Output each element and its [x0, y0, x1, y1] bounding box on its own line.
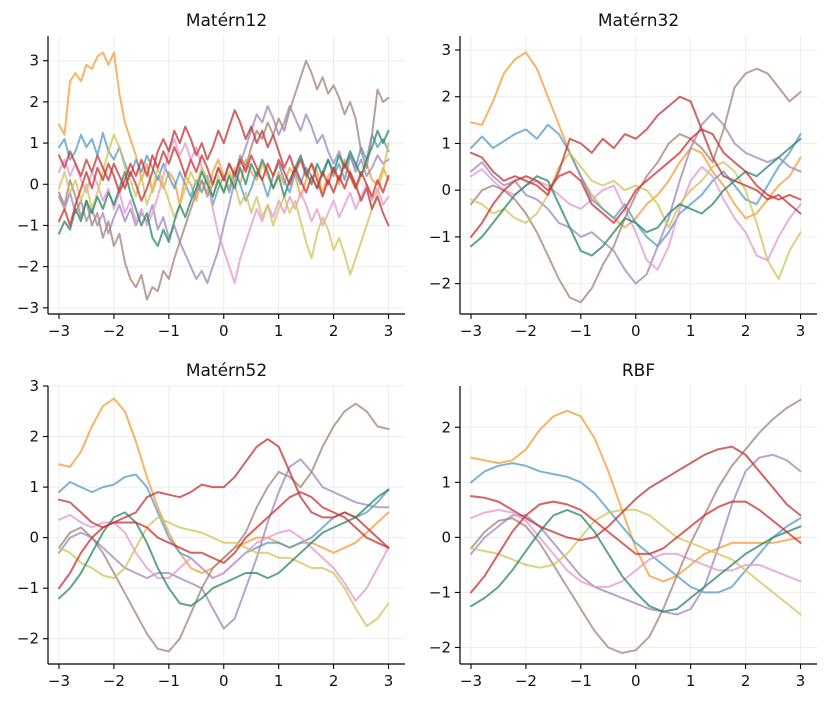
x-tick-label: 1: [686, 672, 696, 690]
y-tick-label: −1: [429, 228, 451, 246]
x-tick-label: 0: [631, 672, 641, 690]
series-line-7: [470, 445, 802, 542]
x-tick-label: 2: [741, 322, 751, 340]
x-tick-label: −3: [48, 672, 70, 690]
series-group: [470, 51, 802, 304]
series-line-4: [470, 398, 802, 654]
series-line-6: [58, 488, 390, 607]
x-tick-label: −2: [103, 322, 125, 340]
x-tick-label: −2: [515, 322, 537, 340]
x-tick-label: 0: [219, 672, 229, 690]
series-line-8: [58, 491, 390, 590]
series-line-3: [470, 508, 802, 588]
chart-title: Matérn52: [186, 361, 267, 381]
x-tick-label: 1: [274, 672, 284, 690]
x-tick-label: 3: [384, 322, 394, 340]
y-tick-label: 2: [441, 418, 451, 436]
y-tick-label: 0: [29, 529, 39, 547]
x-tick-label: 1: [274, 322, 284, 340]
panel-3: −3 −2 −1 0 1 2 3 −2 −1 0 1 2 RBF: [429, 361, 817, 690]
series-line-5: [58, 516, 390, 628]
y-tick-label: 2: [29, 428, 39, 446]
y-tick-label: 3: [441, 41, 451, 59]
x-tick-label: −3: [460, 322, 482, 340]
x-tick-label: −1: [158, 672, 180, 690]
panel-0: −3 −2 −1 0 1 2 3 −3 −2 −1 0 1 2 3 Matérn12: [17, 11, 405, 340]
series-line-6: [58, 129, 390, 247]
series-group: [58, 51, 390, 301]
series-line-4: [58, 402, 390, 653]
series-line-7: [470, 95, 802, 215]
gridlines: [48, 385, 405, 664]
chart-title: Matérn32: [598, 11, 679, 31]
series-line-1: [58, 131, 390, 206]
y-tick-label: 2: [441, 88, 451, 106]
chart-title: Matérn12: [186, 11, 267, 31]
x-tick-label: 0: [219, 322, 229, 340]
series-line-2: [58, 458, 390, 630]
x-tick-label: 3: [796, 322, 806, 340]
series-line-2: [470, 112, 802, 285]
x-tick-label: −1: [570, 672, 592, 690]
series-line-7: [58, 109, 390, 227]
series-line-8: [58, 146, 390, 227]
y-tick-label: 3: [29, 52, 39, 70]
x-tick-label: 2: [329, 322, 339, 340]
y-tick-label: 1: [29, 478, 39, 496]
y-tick-label: −1: [17, 216, 39, 234]
y-tick-label: 2: [29, 93, 39, 111]
series-line-5: [470, 508, 802, 616]
y-tick-label: 1: [441, 134, 451, 152]
series-line-6: [470, 508, 802, 613]
chart-title: RBF: [622, 361, 655, 381]
y-tick-label: −2: [429, 638, 451, 656]
y-tick-label: −1: [17, 579, 39, 597]
series-group: [58, 397, 390, 653]
x-tick-label: 0: [631, 322, 641, 340]
x-tick-label: 2: [329, 672, 339, 690]
x-tick-label: 3: [384, 672, 394, 690]
y-tick-label: 1: [441, 473, 451, 491]
y-tick-label: −2: [429, 275, 451, 293]
y-tick-label: 0: [441, 528, 451, 546]
series-line-4: [470, 67, 802, 304]
y-tick-label: −2: [17, 630, 39, 648]
x-tick-label: 3: [796, 672, 806, 690]
y-tick-label: −2: [17, 258, 39, 276]
gridlines: [460, 386, 817, 664]
series-group: [470, 398, 802, 654]
x-tick-label: −3: [460, 672, 482, 690]
y-tick-label: 3: [29, 377, 39, 395]
x-tick-label: −2: [103, 672, 125, 690]
gridlines: [460, 36, 817, 314]
x-tick-label: 2: [741, 672, 751, 690]
series-line-0: [470, 409, 802, 583]
x-tick-label: −3: [48, 322, 70, 340]
y-tick-label: 1: [29, 134, 39, 152]
x-tick-label: −1: [570, 322, 592, 340]
panel-2: −3 −2 −1 0 1 2 3 −2 −1 0 1 2 3 Matérn52: [17, 361, 405, 690]
series-line-8: [470, 128, 802, 238]
series-line-5: [470, 151, 802, 280]
series-line-3: [58, 138, 390, 285]
x-tick-label: −2: [515, 672, 537, 690]
y-tick-label: 0: [29, 175, 39, 193]
x-tick-label: 1: [686, 322, 696, 340]
y-tick-label: 0: [441, 181, 451, 199]
x-tick-label: −1: [158, 322, 180, 340]
y-tick-label: −1: [429, 583, 451, 601]
series-line-0: [470, 51, 802, 229]
panel-1: −3 −2 −1 0 1 2 3 −2 −1 0 1 2 3 Matérn32: [429, 11, 817, 340]
series-line-8: [470, 500, 802, 594]
y-tick-label: −3: [17, 299, 39, 317]
series-line-2: [58, 105, 390, 285]
